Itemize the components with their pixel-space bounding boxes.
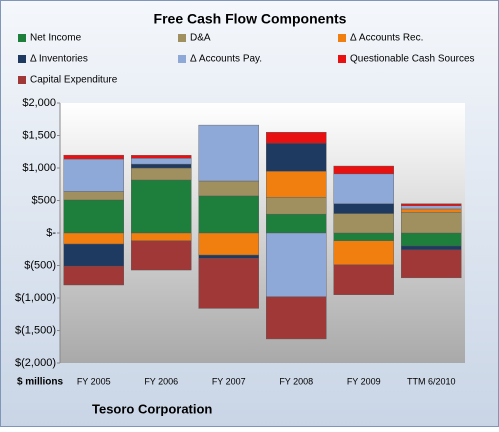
bar-segment <box>63 158 124 192</box>
bar-segment <box>266 232 327 297</box>
bar-segment <box>198 124 259 182</box>
legend-label: Δ Inventories <box>30 54 88 65</box>
bar-segment <box>63 199 124 234</box>
legend-swatch <box>18 76 26 84</box>
bar-segment <box>333 165 394 175</box>
legend-swatch <box>18 34 26 42</box>
legend-swatch <box>338 55 346 63</box>
bar-segment <box>63 191 124 201</box>
y-tick-label: $1,500 <box>22 129 56 141</box>
bar-segment <box>198 232 259 256</box>
bar-segment <box>401 249 462 279</box>
plot-area <box>60 103 465 363</box>
bar-segment <box>333 203 394 214</box>
legend-label: Δ Accounts Rec. <box>350 33 423 44</box>
legend-label: Questionable Cash Sources <box>350 54 475 65</box>
legend-swatch <box>18 55 26 63</box>
y-tick-label: $500 <box>32 194 56 206</box>
bar-segment <box>401 208 462 213</box>
legend-swatch <box>178 34 186 42</box>
chart-title: Free Cash Flow Components <box>154 11 347 27</box>
bar-segment <box>131 155 192 159</box>
bar-segment <box>333 264 394 295</box>
bar-segment <box>401 203 462 206</box>
bar-segment <box>63 154 124 160</box>
x-tick-label: TTM 6/2010 <box>407 376 456 386</box>
legend-label: Capital Expenditure <box>30 75 118 86</box>
y-tick-label: $(500) <box>24 259 56 271</box>
y-axis-label: $ millions <box>17 377 64 388</box>
bar-segment <box>401 232 462 247</box>
bar-segment <box>63 232 124 245</box>
bar-segment <box>131 167 192 181</box>
legend-label: D&A <box>190 33 211 44</box>
bar-segment <box>401 205 462 210</box>
bar-segment <box>333 213 394 234</box>
bar-segment <box>198 254 259 259</box>
x-tick-label: FY 2005 <box>77 376 111 386</box>
x-tick-label: FY 2007 <box>212 376 246 386</box>
bar-segment <box>198 195 259 234</box>
bar-segment <box>401 211 462 234</box>
bar-segment <box>131 240 192 271</box>
bar-segment <box>198 258 259 309</box>
bar-segment <box>131 163 192 169</box>
bar-segment <box>266 143 327 172</box>
bar-segment <box>333 173 394 204</box>
bar-segment <box>266 197 327 215</box>
bar-segment <box>333 232 394 242</box>
legend-swatch <box>338 34 346 42</box>
legend-label: Net Income <box>30 33 82 44</box>
bar-segment <box>266 171 327 198</box>
y-tick-label: $(1,000) <box>15 292 56 304</box>
x-tick-label: FY 2009 <box>347 376 381 386</box>
y-tick-label: $1,000 <box>22 162 56 174</box>
bar-segment <box>198 180 259 197</box>
bar-segment <box>401 245 462 251</box>
bar-segment <box>63 265 124 286</box>
bar-segment <box>131 232 192 242</box>
legend-label: Δ Accounts Pay. <box>190 54 262 65</box>
y-tick-label: $(1,500) <box>15 324 56 336</box>
bar-segment <box>266 132 327 144</box>
bar-segment <box>266 296 327 340</box>
bar-segment <box>63 243 124 267</box>
bar-segment <box>333 240 394 266</box>
bar-segment <box>266 213 327 234</box>
x-tick-label: FY 2008 <box>279 376 313 386</box>
y-tick-label: $(2,000) <box>15 357 56 369</box>
y-tick-label: $2,000 <box>22 97 56 109</box>
bar-segment <box>131 158 192 165</box>
y-tick-label: $- <box>46 227 56 239</box>
footer: Tesoro Corporation <box>92 401 212 416</box>
bar-segment <box>131 179 192 234</box>
legend-swatch <box>178 55 186 63</box>
x-tick-label: FY 2006 <box>144 376 178 386</box>
